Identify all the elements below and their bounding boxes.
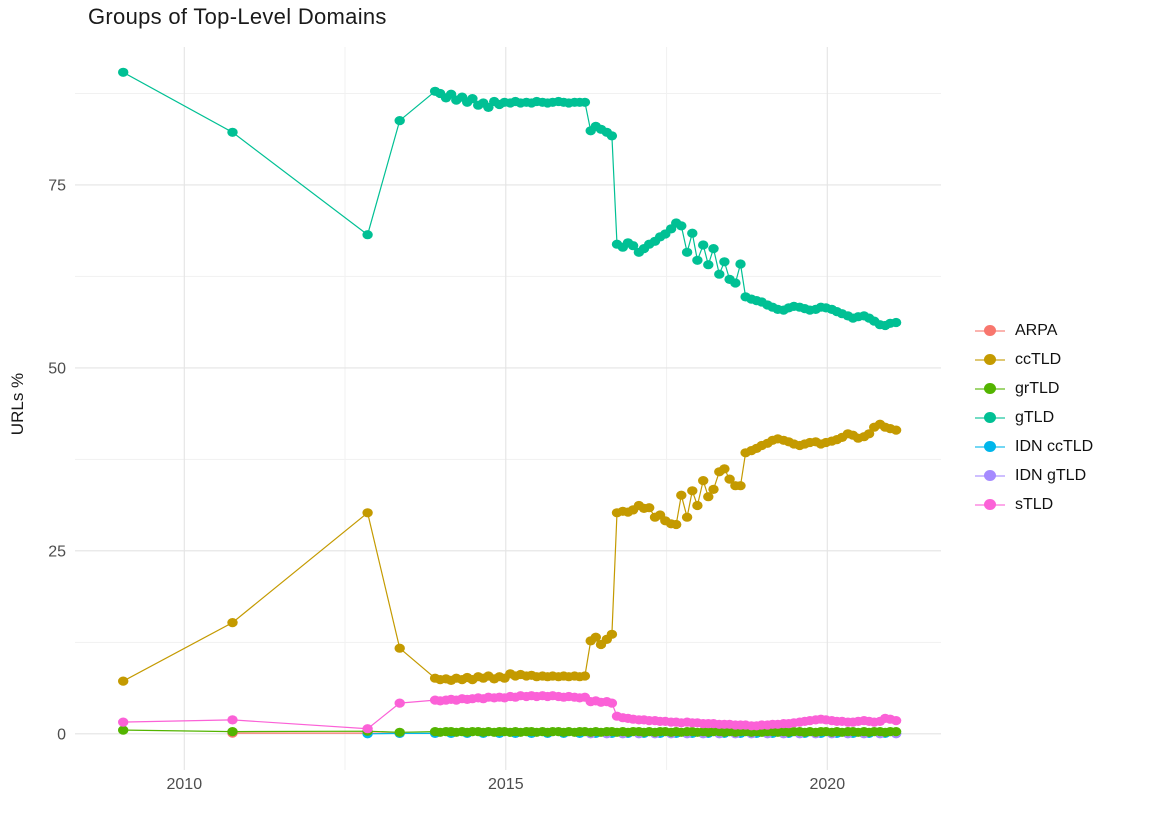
legend-item-gtld: gTLD bbox=[975, 409, 1093, 426]
data-point bbox=[394, 116, 405, 126]
data-point bbox=[730, 278, 741, 288]
data-point bbox=[724, 474, 735, 484]
data-point bbox=[719, 257, 730, 267]
data-point bbox=[708, 484, 719, 494]
data-point bbox=[703, 260, 714, 270]
y-tick-label: 0 bbox=[57, 726, 66, 743]
data-point bbox=[627, 241, 639, 251]
legend-key-icon bbox=[975, 496, 1005, 513]
legend-key-icon bbox=[975, 438, 1005, 455]
data-point bbox=[692, 500, 703, 511]
legend-key-icon bbox=[975, 351, 1005, 368]
legend-key-icon bbox=[975, 467, 1005, 484]
data-point bbox=[118, 725, 129, 735]
legend-item-idn-cctld: IDN ccTLD bbox=[975, 438, 1093, 455]
data-point bbox=[676, 221, 687, 231]
data-point bbox=[681, 247, 693, 257]
data-point bbox=[890, 425, 902, 435]
axis-tick-labels: 0 25 50 75 2010 2015 2020 bbox=[48, 177, 845, 793]
legend-item-cctld: ccTLD bbox=[975, 351, 1093, 368]
data-point bbox=[890, 716, 902, 726]
data-point bbox=[698, 240, 709, 250]
legend-item-label: ARPA bbox=[1015, 321, 1058, 339]
data-point bbox=[719, 464, 730, 474]
data-point bbox=[606, 131, 618, 141]
data-point bbox=[227, 715, 238, 725]
legend-item-label: IDN ccTLD bbox=[1015, 437, 1094, 455]
data-point bbox=[890, 317, 902, 328]
x-tick-label: 2020 bbox=[810, 776, 846, 793]
legend-item-label: ccTLD bbox=[1015, 350, 1062, 368]
data-point bbox=[606, 629, 618, 639]
legend-item-stld: sTLD bbox=[975, 496, 1093, 513]
data-point bbox=[698, 476, 709, 486]
legend: ARPA ccTLD grTLD gTLD IDN ccTLD IDN gTLD… bbox=[975, 322, 1093, 513]
legend-item-arpa: ARPA bbox=[975, 322, 1093, 339]
legend-item-label: gTLD bbox=[1015, 408, 1055, 426]
data-point bbox=[890, 727, 902, 737]
legend-key-icon bbox=[975, 380, 1005, 397]
data-point bbox=[687, 228, 698, 238]
gridlines bbox=[75, 47, 941, 770]
x-tick-label: 2015 bbox=[488, 776, 524, 793]
data-point bbox=[692, 255, 703, 265]
data-point bbox=[227, 727, 238, 737]
y-axis-title: URLs % bbox=[8, 372, 27, 436]
data-point bbox=[467, 94, 478, 104]
data-point bbox=[118, 67, 129, 77]
series-stld bbox=[118, 691, 902, 734]
data-point bbox=[735, 259, 746, 269]
legend-item-grtld: grTLD bbox=[975, 380, 1093, 397]
data-point bbox=[579, 97, 591, 107]
legend-item-idn-gtld: IDN gTLD bbox=[975, 467, 1093, 484]
data-point bbox=[362, 724, 373, 734]
data-point bbox=[863, 429, 875, 439]
legend-item-label: IDN gTLD bbox=[1015, 466, 1087, 484]
data-point bbox=[394, 698, 405, 708]
y-tick-label: 50 bbox=[48, 360, 66, 377]
data-point bbox=[579, 671, 591, 681]
data-point bbox=[362, 508, 373, 518]
data-point bbox=[714, 269, 725, 279]
data-point bbox=[687, 486, 698, 496]
data-point bbox=[394, 643, 405, 653]
series-cctld bbox=[118, 419, 902, 686]
data-point bbox=[703, 492, 714, 502]
legend-item-label: grTLD bbox=[1015, 379, 1060, 397]
data-point bbox=[118, 676, 129, 686]
y-tick-label: 75 bbox=[48, 177, 66, 194]
y-tick-label: 25 bbox=[48, 543, 66, 560]
series-gtld bbox=[118, 67, 902, 331]
legend-key-icon bbox=[975, 409, 1005, 426]
data-point bbox=[644, 503, 655, 513]
data-point bbox=[606, 698, 618, 708]
legend-key-icon bbox=[975, 322, 1005, 339]
data-point bbox=[676, 490, 687, 500]
data-point bbox=[227, 618, 238, 628]
data-point bbox=[394, 727, 405, 737]
data-point bbox=[735, 481, 746, 491]
x-tick-label: 2010 bbox=[167, 776, 203, 793]
data-point bbox=[590, 632, 601, 642]
data-point bbox=[681, 512, 693, 522]
chart-title: Groups of Top-Level Domains bbox=[88, 4, 387, 29]
data-point bbox=[227, 127, 238, 137]
legend-item-label: sTLD bbox=[1015, 495, 1054, 513]
data-point bbox=[671, 519, 682, 530]
data-point bbox=[708, 244, 719, 254]
data-point bbox=[118, 717, 129, 727]
data-point bbox=[362, 230, 373, 240]
